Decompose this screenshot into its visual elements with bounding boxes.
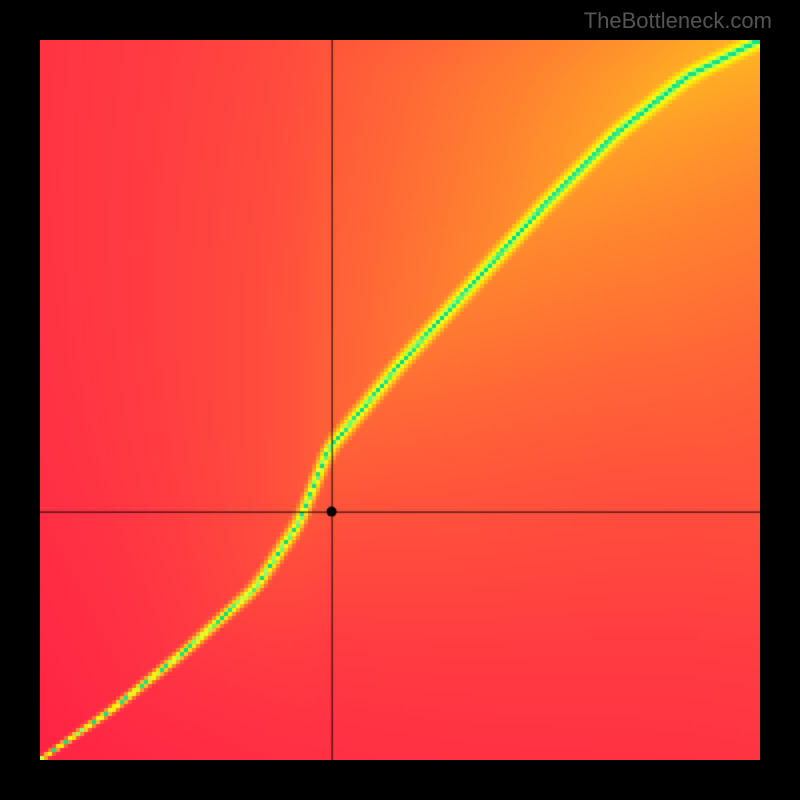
plot-area (40, 40, 760, 760)
watermark-text: TheBottleneck.com (584, 8, 772, 34)
overlay-canvas (40, 40, 760, 760)
chart-container: TheBottleneck.com (0, 0, 800, 800)
